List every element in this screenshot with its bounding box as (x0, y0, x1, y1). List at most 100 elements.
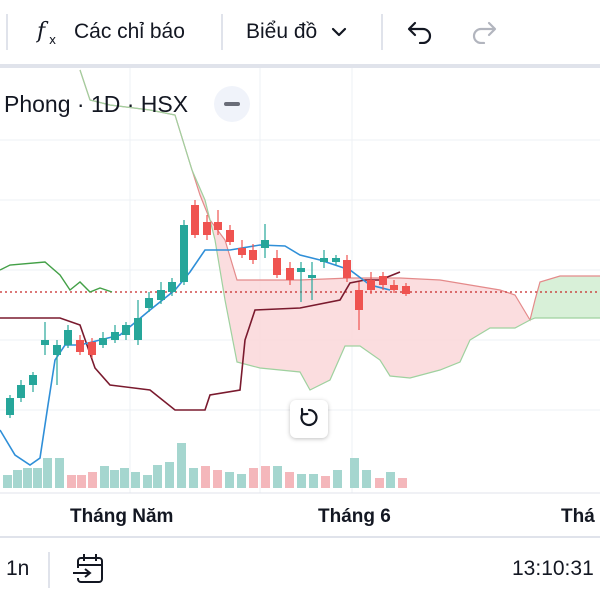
volume-bar (67, 475, 76, 488)
candle-body (355, 290, 363, 310)
volume-bar (153, 465, 162, 488)
candle-body (286, 268, 294, 280)
candle-body (191, 205, 199, 235)
candle-body (343, 260, 351, 278)
bottom-divider (48, 552, 50, 588)
candle-body (99, 338, 107, 345)
go-to-date-button[interactable] (72, 552, 106, 591)
candle-body (273, 258, 281, 275)
volume-bar (100, 466, 109, 488)
reset-icon (298, 406, 320, 433)
undo-button[interactable] (406, 12, 434, 52)
volume-bar (297, 474, 306, 488)
candle-body (6, 398, 14, 415)
volume-bar (225, 472, 234, 488)
kijun-sen (0, 271, 401, 411)
volume-bar (33, 468, 42, 488)
candle-body (53, 345, 61, 355)
volume-bar (398, 478, 407, 488)
candle-body (261, 240, 269, 248)
volume-bar (189, 468, 198, 488)
candle-body (367, 280, 375, 290)
volume-bar (77, 475, 86, 488)
volume-bar (237, 474, 246, 488)
collapse-legend-button[interactable] (214, 86, 251, 122)
volume-bar (110, 470, 119, 488)
candle-body (249, 250, 257, 260)
volume-bar (309, 474, 318, 488)
svg-text:x: x (49, 33, 56, 47)
chikou-span (0, 261, 113, 293)
minus-icon (224, 102, 241, 106)
redo-button[interactable] (470, 12, 498, 52)
volume-bar (261, 466, 270, 488)
time-axis-label: Tháng Năm (70, 506, 174, 527)
candle-body (111, 332, 119, 340)
chart-type-button[interactable]: Biểu đồ (246, 12, 347, 52)
volume-bar (120, 468, 129, 488)
calendar-arrow-icon (72, 554, 106, 590)
volume-bar (273, 466, 282, 488)
volume-bar (13, 470, 22, 488)
toolbar-divider (381, 14, 383, 50)
candle-body (238, 248, 246, 255)
candle-body (402, 286, 410, 294)
candle-body (64, 330, 72, 345)
chart-toolbar: f x Các chỉ báo Biểu đồ (0, 0, 600, 64)
cloud-bullish (530, 276, 600, 320)
volume-bar (131, 472, 140, 488)
candle-body (29, 375, 37, 385)
senkou-span-b (79, 69, 600, 391)
candle-body (308, 275, 316, 278)
ichimoku-chart[interactable] (0, 68, 600, 536)
volume-bar (249, 468, 258, 488)
volume-bar (88, 472, 97, 488)
svg-text:f: f (36, 19, 49, 44)
volume-bar (386, 472, 395, 488)
symbol-legend[interactable]: Phong · 1D · HSX (4, 86, 251, 122)
volume-bar (362, 470, 371, 488)
candle-body (41, 340, 49, 345)
candle-body (390, 285, 398, 290)
interval-button[interactable]: 1n (6, 557, 30, 580)
toolbar-divider (6, 14, 8, 50)
candle-body (157, 290, 165, 300)
symbol-info: Phong · 1D · HSX (4, 90, 189, 117)
candle-body (320, 258, 328, 262)
chart-type-label: Biểu đồ (246, 20, 318, 43)
volume-bar (143, 475, 152, 488)
candle-body (379, 276, 387, 285)
clock-label: 13:10:31 (512, 557, 594, 580)
bottom-toolbar: 1n 13:10:31 (0, 536, 600, 600)
redo-icon (470, 20, 498, 44)
indicators-button[interactable]: f x Các chỉ báo (36, 12, 185, 52)
volume-bar (285, 472, 294, 488)
candle-body (88, 342, 96, 355)
toolbar-divider (221, 14, 223, 50)
candle-body (203, 222, 211, 235)
volume-bar (165, 462, 174, 488)
time-axis-label: Thá (561, 506, 595, 527)
chevron-down-icon (331, 27, 347, 37)
volume-bar (3, 475, 12, 488)
candle-body (122, 325, 130, 335)
candle-body (180, 225, 188, 282)
volume-bar (213, 470, 222, 488)
reset-chart-button[interactable] (290, 400, 328, 438)
volume-bar (350, 458, 359, 488)
chart-pane[interactable]: Phong · 1D · HSX Tháng Năm Tháng 6 Thá (0, 64, 600, 536)
volume-bar (201, 466, 210, 488)
candle-body (332, 258, 340, 262)
candle-body (226, 230, 234, 242)
volume-bar (23, 468, 32, 488)
candlesticks (6, 200, 410, 418)
candle-body (297, 268, 305, 272)
indicators-label: Các chỉ báo (74, 20, 185, 43)
candle-body (134, 318, 142, 340)
ichimoku-cloud (79, 69, 600, 391)
volume-bar (55, 458, 64, 488)
volume-bar (375, 478, 384, 488)
volume-bar (321, 476, 330, 488)
fx-icon: f x (36, 17, 62, 47)
candle-body (145, 298, 153, 308)
